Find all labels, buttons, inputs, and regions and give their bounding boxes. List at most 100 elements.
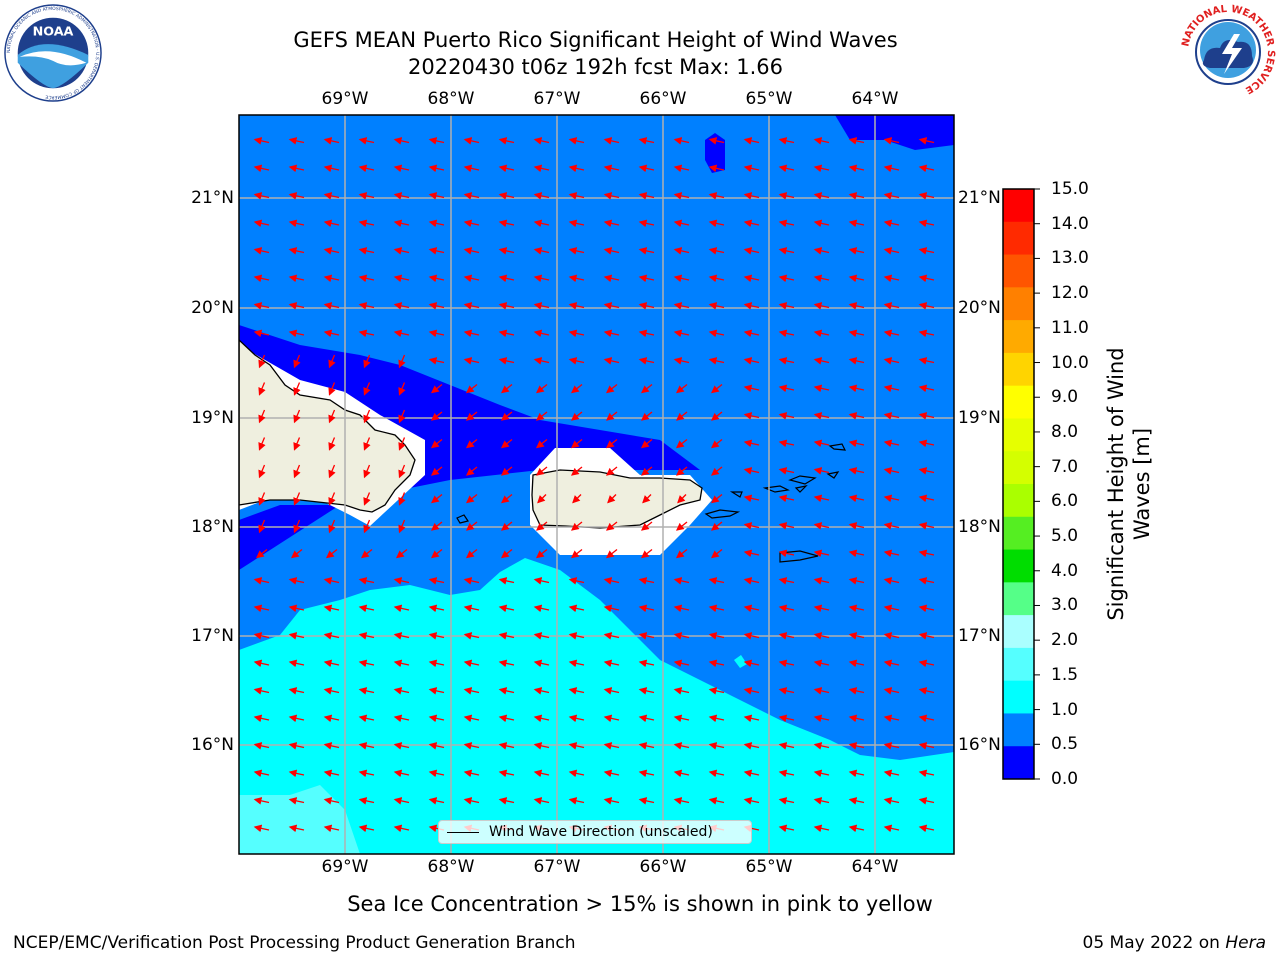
wind-wave-arrow bbox=[428, 687, 445, 695]
wind-wave-arrow bbox=[323, 274, 340, 283]
wind-wave-arrow bbox=[673, 137, 690, 145]
colorbar-tick-label: 10.0 bbox=[1051, 352, 1089, 373]
wind-wave-arrow bbox=[638, 219, 655, 228]
wind-wave-arrow bbox=[398, 409, 406, 424]
wind-wave-arrow bbox=[918, 192, 935, 200]
wind-wave-arrow bbox=[918, 357, 935, 365]
wind-wave-arrow bbox=[848, 137, 865, 145]
lon-label-top: 69°W bbox=[321, 89, 369, 109]
wind-wave-arrow bbox=[813, 384, 830, 393]
wind-wave-arrow bbox=[253, 687, 270, 695]
wind-wave-arrow bbox=[253, 797, 270, 805]
wind-wave-arrow bbox=[918, 329, 935, 338]
noaa-logo: NOAA NATIONAL OCEANIC AND ATMOSPHERIC AD… bbox=[4, 4, 102, 102]
wind-wave-arrow bbox=[328, 519, 336, 534]
wind-wave-arrow bbox=[323, 247, 340, 255]
wind-wave-arrow bbox=[607, 494, 617, 504]
wind-wave-arrow bbox=[743, 549, 760, 558]
wind-wave-arrow bbox=[363, 464, 371, 479]
wind-wave-arrow bbox=[358, 329, 375, 338]
wind-wave-arrow bbox=[813, 742, 830, 750]
wind-wave-arrow bbox=[883, 549, 900, 558]
wind-wave-arrow bbox=[708, 604, 725, 613]
wind-wave-arrow bbox=[533, 247, 550, 255]
wind-wave-arrow bbox=[258, 437, 266, 451]
wind-wave-arrow bbox=[708, 274, 725, 283]
footer-date: 05 May 2022 on Hera bbox=[1083, 933, 1267, 953]
wind-wave-arrow bbox=[638, 302, 655, 310]
wind-wave-arrow bbox=[463, 604, 480, 613]
wind-wave-arrow bbox=[638, 604, 655, 613]
wind-wave-arrow bbox=[568, 714, 585, 723]
wind-wave-arrow bbox=[638, 769, 655, 778]
wind-wave-arrow bbox=[813, 302, 830, 310]
wind-wave-arrow bbox=[813, 357, 830, 365]
wind-wave-arrow bbox=[778, 357, 795, 365]
wind-wave-arrow bbox=[883, 164, 900, 173]
wind-wave-arrow bbox=[428, 219, 445, 228]
wind-wave-arrow bbox=[533, 577, 550, 585]
wind-wave-arrow bbox=[603, 137, 620, 145]
wind-wave-arrow bbox=[395, 548, 408, 559]
wind-wave-arrow bbox=[535, 438, 548, 449]
wind-wave-arrow bbox=[323, 164, 340, 173]
wind-wave-arrow bbox=[603, 769, 620, 778]
wind-wave-arrow bbox=[288, 192, 305, 200]
wind-wave-arrow bbox=[498, 604, 515, 613]
wind-wave-arrow bbox=[328, 464, 336, 479]
wind-wave-arrow bbox=[778, 659, 795, 668]
lon-label-bottom: 66°W bbox=[639, 857, 687, 877]
wind-wave-arrow bbox=[778, 329, 795, 338]
wind-wave-arrow bbox=[673, 632, 690, 640]
wind-wave-arrow bbox=[848, 549, 865, 558]
wind-wave-arrow bbox=[708, 302, 725, 310]
wind-wave-arrow bbox=[605, 521, 618, 531]
wind-wave-arrow bbox=[640, 466, 653, 476]
wind-wave-arrow bbox=[358, 659, 375, 668]
wind-wave-arrow bbox=[358, 714, 375, 723]
wind-wave-arrow bbox=[883, 522, 900, 530]
colorbar-tick-label: 0.5 bbox=[1051, 734, 1079, 755]
lon-label-bottom: 65°W bbox=[745, 857, 793, 877]
wind-wave-arrow bbox=[603, 714, 620, 723]
wind-wave-arrow bbox=[323, 604, 340, 613]
wind-wave-arrow bbox=[398, 382, 406, 396]
wind-wave-arrow bbox=[638, 714, 655, 723]
wind-wave-arrow bbox=[640, 521, 653, 531]
wind-wave-arrow bbox=[293, 354, 301, 369]
wind-wave-arrow bbox=[638, 192, 655, 200]
colorbar-band bbox=[1003, 221, 1034, 256]
wind-wave-arrow bbox=[253, 659, 270, 668]
wind-wave-arrow bbox=[673, 247, 690, 255]
wind-wave-arrow bbox=[500, 411, 513, 421]
wind-wave-arrow bbox=[465, 521, 478, 531]
wind-wave-arrow bbox=[918, 687, 935, 695]
wind-wave-arrow bbox=[358, 247, 375, 255]
lon-label-top: 65°W bbox=[745, 89, 793, 109]
wind-wave-arrow bbox=[813, 137, 830, 145]
wind-wave-arrow bbox=[393, 137, 410, 145]
colorbar-tick-label: 11.0 bbox=[1051, 317, 1089, 338]
wind-wave-arrow bbox=[848, 164, 865, 173]
wind-wave-arrow bbox=[743, 247, 760, 255]
wind-wave-arrow bbox=[603, 687, 620, 695]
wind-wave-arrow bbox=[358, 604, 375, 613]
wind-wave-arrow bbox=[778, 302, 795, 310]
wind-wave-arrow bbox=[918, 219, 935, 228]
wind-wave-arrow bbox=[883, 797, 900, 805]
wind-wave-arrow bbox=[393, 247, 410, 255]
wind-wave-arrow bbox=[710, 438, 723, 449]
colorbar-tick-label: 4.0 bbox=[1051, 560, 1079, 581]
wind-wave-arrow bbox=[288, 659, 305, 668]
wind-wave-arrow bbox=[813, 329, 830, 338]
wind-wave-arrow bbox=[533, 302, 550, 310]
wind-wave-arrow bbox=[290, 548, 303, 559]
wind-wave-arrow bbox=[428, 357, 445, 365]
wind-wave-arrow bbox=[428, 164, 445, 173]
wind-wave-arrow bbox=[533, 714, 550, 723]
wind-wave-arrow bbox=[498, 742, 515, 750]
wind-wave-arrow bbox=[363, 409, 371, 424]
wind-wave-arrow bbox=[743, 274, 760, 283]
wind-wave-arrow bbox=[883, 412, 900, 420]
